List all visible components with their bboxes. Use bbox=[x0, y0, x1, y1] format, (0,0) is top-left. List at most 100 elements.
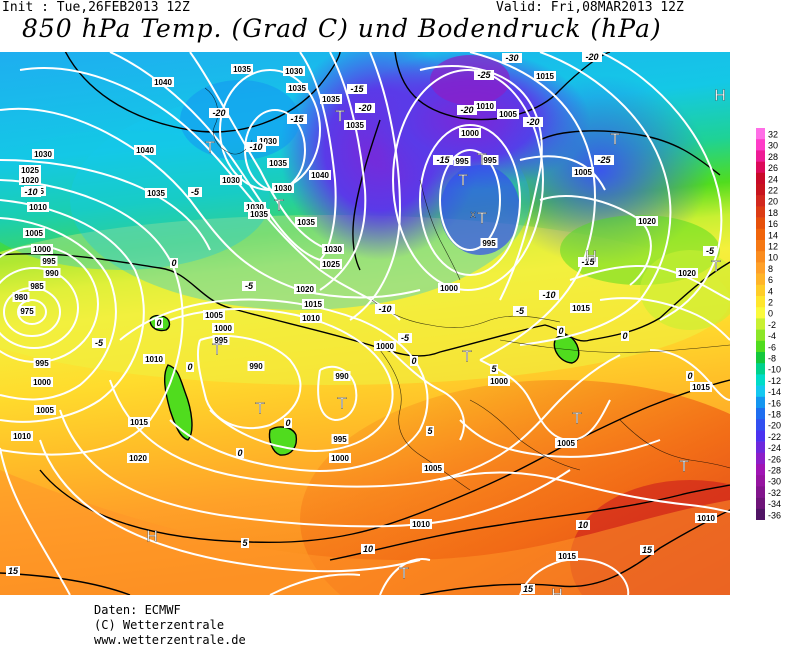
isobar-label: 1010 bbox=[300, 313, 322, 323]
isobar-label: 995 bbox=[453, 156, 471, 166]
scale-label: 14 bbox=[768, 230, 778, 240]
isobar-label: 1015 bbox=[302, 299, 324, 309]
isobar-label: 1035 bbox=[286, 83, 308, 93]
init-time-label: Init : Tue,26FEB2013 12Z bbox=[2, 0, 190, 15]
svg-text:1040: 1040 bbox=[311, 171, 329, 180]
svg-text:1025: 1025 bbox=[322, 260, 340, 269]
scale-swatch bbox=[756, 497, 765, 510]
svg-text:1005: 1005 bbox=[574, 168, 592, 177]
footer-credits: Daten: ECMWF (C) Wetterzentrale www.wett… bbox=[94, 603, 246, 648]
svg-text:1005: 1005 bbox=[205, 311, 223, 320]
svg-text:1000: 1000 bbox=[214, 324, 232, 333]
scale-label: 6 bbox=[768, 275, 773, 285]
scale-label: 2 bbox=[768, 298, 773, 308]
isotherm-label: 0 bbox=[170, 258, 178, 268]
svg-text:985: 985 bbox=[30, 282, 44, 291]
svg-text:1000: 1000 bbox=[331, 454, 349, 463]
svg-text:0: 0 bbox=[285, 418, 290, 428]
scale-label: 10 bbox=[768, 253, 778, 263]
low-center-cross: x bbox=[471, 210, 476, 221]
isobar-label: 985 bbox=[28, 281, 46, 291]
isotherm-label: -5 bbox=[703, 246, 717, 256]
svg-text:1015: 1015 bbox=[304, 300, 322, 309]
scale-swatch bbox=[756, 296, 765, 308]
isobar-label: 995 bbox=[331, 434, 349, 444]
scale-label: -10 bbox=[768, 365, 781, 375]
svg-text:0: 0 bbox=[558, 326, 563, 336]
scale-swatch bbox=[756, 464, 765, 476]
svg-text:990: 990 bbox=[45, 269, 59, 278]
footer-copyright: (C) Wetterzentrale bbox=[94, 618, 225, 632]
isotherm-label: 5 bbox=[241, 538, 249, 548]
isobar-label: 1015 bbox=[534, 71, 556, 81]
scale-swatch bbox=[756, 374, 765, 386]
scale-label: 18 bbox=[768, 208, 778, 218]
isotherm-label: -5 bbox=[398, 333, 412, 343]
low-pressure-marker: T bbox=[255, 401, 265, 418]
scale-swatch bbox=[756, 262, 765, 274]
scale-swatch bbox=[756, 284, 765, 297]
isotherm-label: -15 bbox=[433, 155, 453, 165]
isobar-label: 1005 bbox=[34, 405, 56, 415]
svg-text:-15: -15 bbox=[350, 84, 364, 94]
svg-text:995: 995 bbox=[482, 239, 496, 248]
isotherm-label: 0 bbox=[621, 331, 629, 341]
low-pressure-marker: T bbox=[462, 349, 472, 366]
isobar-label: 1035 bbox=[320, 94, 342, 104]
svg-text:1000: 1000 bbox=[490, 377, 508, 386]
isotherm-label: 15 bbox=[6, 566, 20, 576]
scale-swatch bbox=[756, 363, 765, 375]
svg-text:0: 0 bbox=[237, 448, 242, 458]
scale-label: 26 bbox=[768, 163, 778, 173]
scale-swatch bbox=[756, 139, 765, 151]
isotherm-label: 15 bbox=[640, 545, 654, 555]
scale-label: -24 bbox=[768, 443, 781, 453]
svg-text:5: 5 bbox=[242, 538, 248, 548]
svg-text:1010: 1010 bbox=[476, 102, 494, 111]
svg-text:1015: 1015 bbox=[692, 383, 710, 392]
low-pressure-marker: T bbox=[610, 132, 620, 149]
svg-text:1000: 1000 bbox=[33, 245, 51, 254]
svg-text:1000: 1000 bbox=[33, 378, 51, 387]
isotherm-label: -20 bbox=[523, 117, 543, 127]
svg-text:1030: 1030 bbox=[274, 184, 292, 193]
scale-swatch bbox=[756, 228, 765, 241]
svg-text:-5: -5 bbox=[516, 306, 525, 316]
svg-text:1020: 1020 bbox=[129, 454, 147, 463]
svg-text:1035: 1035 bbox=[346, 121, 364, 130]
isobar-label: 1000 bbox=[488, 376, 510, 386]
scale-swatch bbox=[756, 396, 765, 409]
isobar-label: 1030 bbox=[283, 66, 305, 76]
svg-text:-20: -20 bbox=[585, 52, 598, 62]
scale-label: -22 bbox=[768, 432, 781, 442]
svg-text:15: 15 bbox=[8, 566, 19, 576]
svg-text:995: 995 bbox=[42, 257, 56, 266]
svg-text:5: 5 bbox=[427, 426, 433, 436]
isotherm-label: 0 bbox=[410, 356, 418, 366]
high-pressure-marker: H bbox=[585, 249, 597, 266]
isobar-label: 990 bbox=[333, 371, 351, 381]
svg-text:975: 975 bbox=[20, 307, 34, 316]
isotherm-label: -20 bbox=[209, 108, 229, 118]
scale-label: 8 bbox=[768, 264, 773, 274]
high-pressure-marker: H bbox=[714, 88, 726, 105]
isobar-label: 995 bbox=[212, 335, 230, 345]
valid-time-label: Valid: Fri,08MAR2013 12Z bbox=[496, 0, 684, 15]
isotherm-label: -5 bbox=[188, 187, 202, 197]
scale-swatch bbox=[756, 206, 765, 218]
isobar-label: 1000 bbox=[212, 323, 234, 333]
svg-text:-15: -15 bbox=[436, 155, 450, 165]
low-pressure-marker: T bbox=[205, 140, 215, 157]
svg-text:995: 995 bbox=[455, 157, 469, 166]
isobar-label: 1005 bbox=[422, 463, 444, 473]
svg-text:1030: 1030 bbox=[259, 137, 277, 146]
svg-text:-5: -5 bbox=[95, 338, 104, 348]
svg-text:10: 10 bbox=[578, 520, 588, 530]
low-pressure-marker: T bbox=[572, 411, 582, 428]
isobar-label: 1005 bbox=[497, 109, 519, 119]
scale-label: 28 bbox=[768, 152, 778, 162]
isobar-label: 1020 bbox=[127, 453, 149, 463]
isotherm-label: -10 bbox=[21, 187, 41, 197]
isobar-label: 1020 bbox=[19, 175, 41, 185]
svg-text:1035: 1035 bbox=[288, 84, 306, 93]
